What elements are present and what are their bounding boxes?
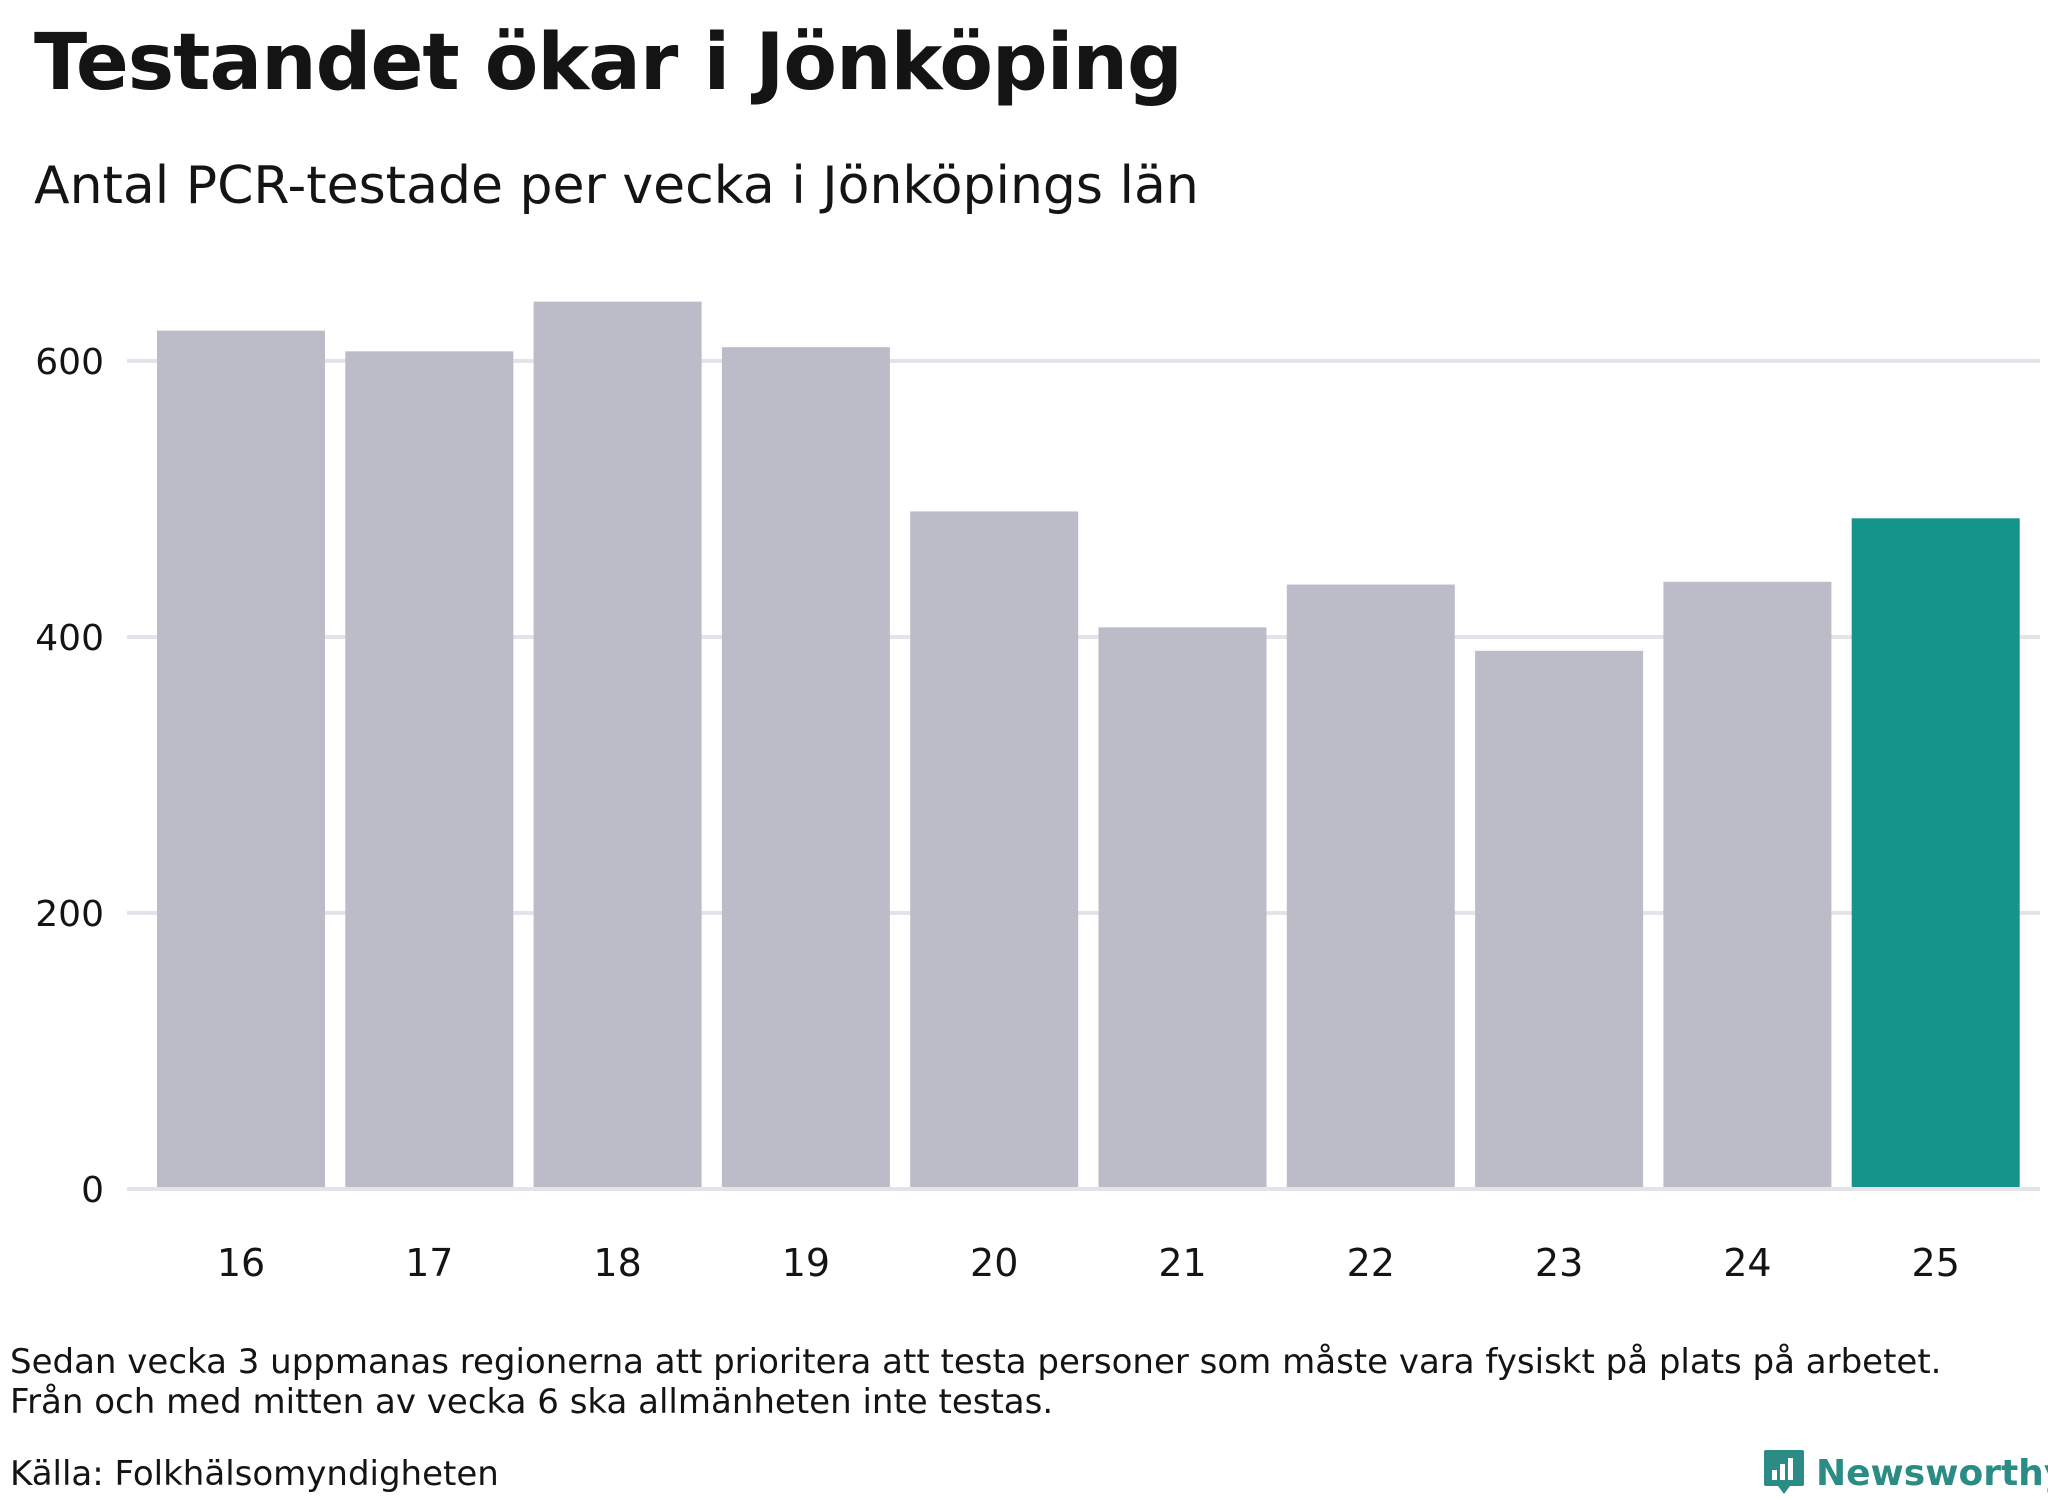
- x-tick-label: 24: [1723, 1241, 1771, 1285]
- y-tick-label: 400: [35, 618, 104, 659]
- newsworthy-logo-icon: [1764, 1450, 1804, 1494]
- brand-name: Newsworthy: [1816, 1452, 2048, 1494]
- x-tick-label: 16: [217, 1241, 265, 1285]
- bar-week-23: [1475, 650, 1644, 1189]
- x-tick-label: 20: [970, 1241, 1018, 1285]
- bar-week-16: [157, 330, 325, 1189]
- x-tick-label: 18: [593, 1241, 641, 1285]
- x-tick-label: 25: [1912, 1241, 1960, 1285]
- y-tick-label: 0: [81, 1170, 104, 1211]
- bar-week-18: [533, 301, 702, 1189]
- bar-chart: 0 200 400 600 16 17 18 19 20 21 22 23 24 25: [35, 301, 2040, 1285]
- y-tick-label: 600: [35, 342, 104, 383]
- x-tick-label: 17: [405, 1241, 453, 1285]
- x-tick-label: 22: [1347, 1241, 1395, 1285]
- footnote: Sedan vecka 3 uppmanas regionerna att pr…: [10, 1342, 1941, 1422]
- footnote-line-1: Sedan vecka 3 uppmanas regionerna att pr…: [10, 1342, 1942, 1382]
- x-tick-label: 23: [1535, 1241, 1583, 1285]
- x-tick-label: 21: [1158, 1241, 1206, 1285]
- chart-title: Testandet ökar i Jönköping: [34, 18, 1183, 108]
- bar-week-22: [1286, 584, 1455, 1189]
- newsworthy-brand: Newsworthy: [1762, 1448, 2048, 1498]
- bar-week-17: [345, 351, 514, 1190]
- x-tick-label: 19: [782, 1241, 830, 1285]
- bar-week-24: [1663, 581, 1832, 1189]
- chart-subtitle: Antal PCR-testade per vecka i Jönköpings…: [34, 156, 1199, 216]
- footnote-line-2: Från och med mitten av vecka 6 ska allmä…: [10, 1382, 1054, 1422]
- y-tick-label: 200: [35, 894, 104, 935]
- bar-week-21: [1098, 627, 1267, 1189]
- source-credit: Källa: Folkhälsomyndigheten: [10, 1454, 499, 1494]
- bar-week-20: [910, 511, 1079, 1189]
- bar-week-19: [721, 347, 890, 1189]
- bar-week-25: [1851, 518, 2020, 1189]
